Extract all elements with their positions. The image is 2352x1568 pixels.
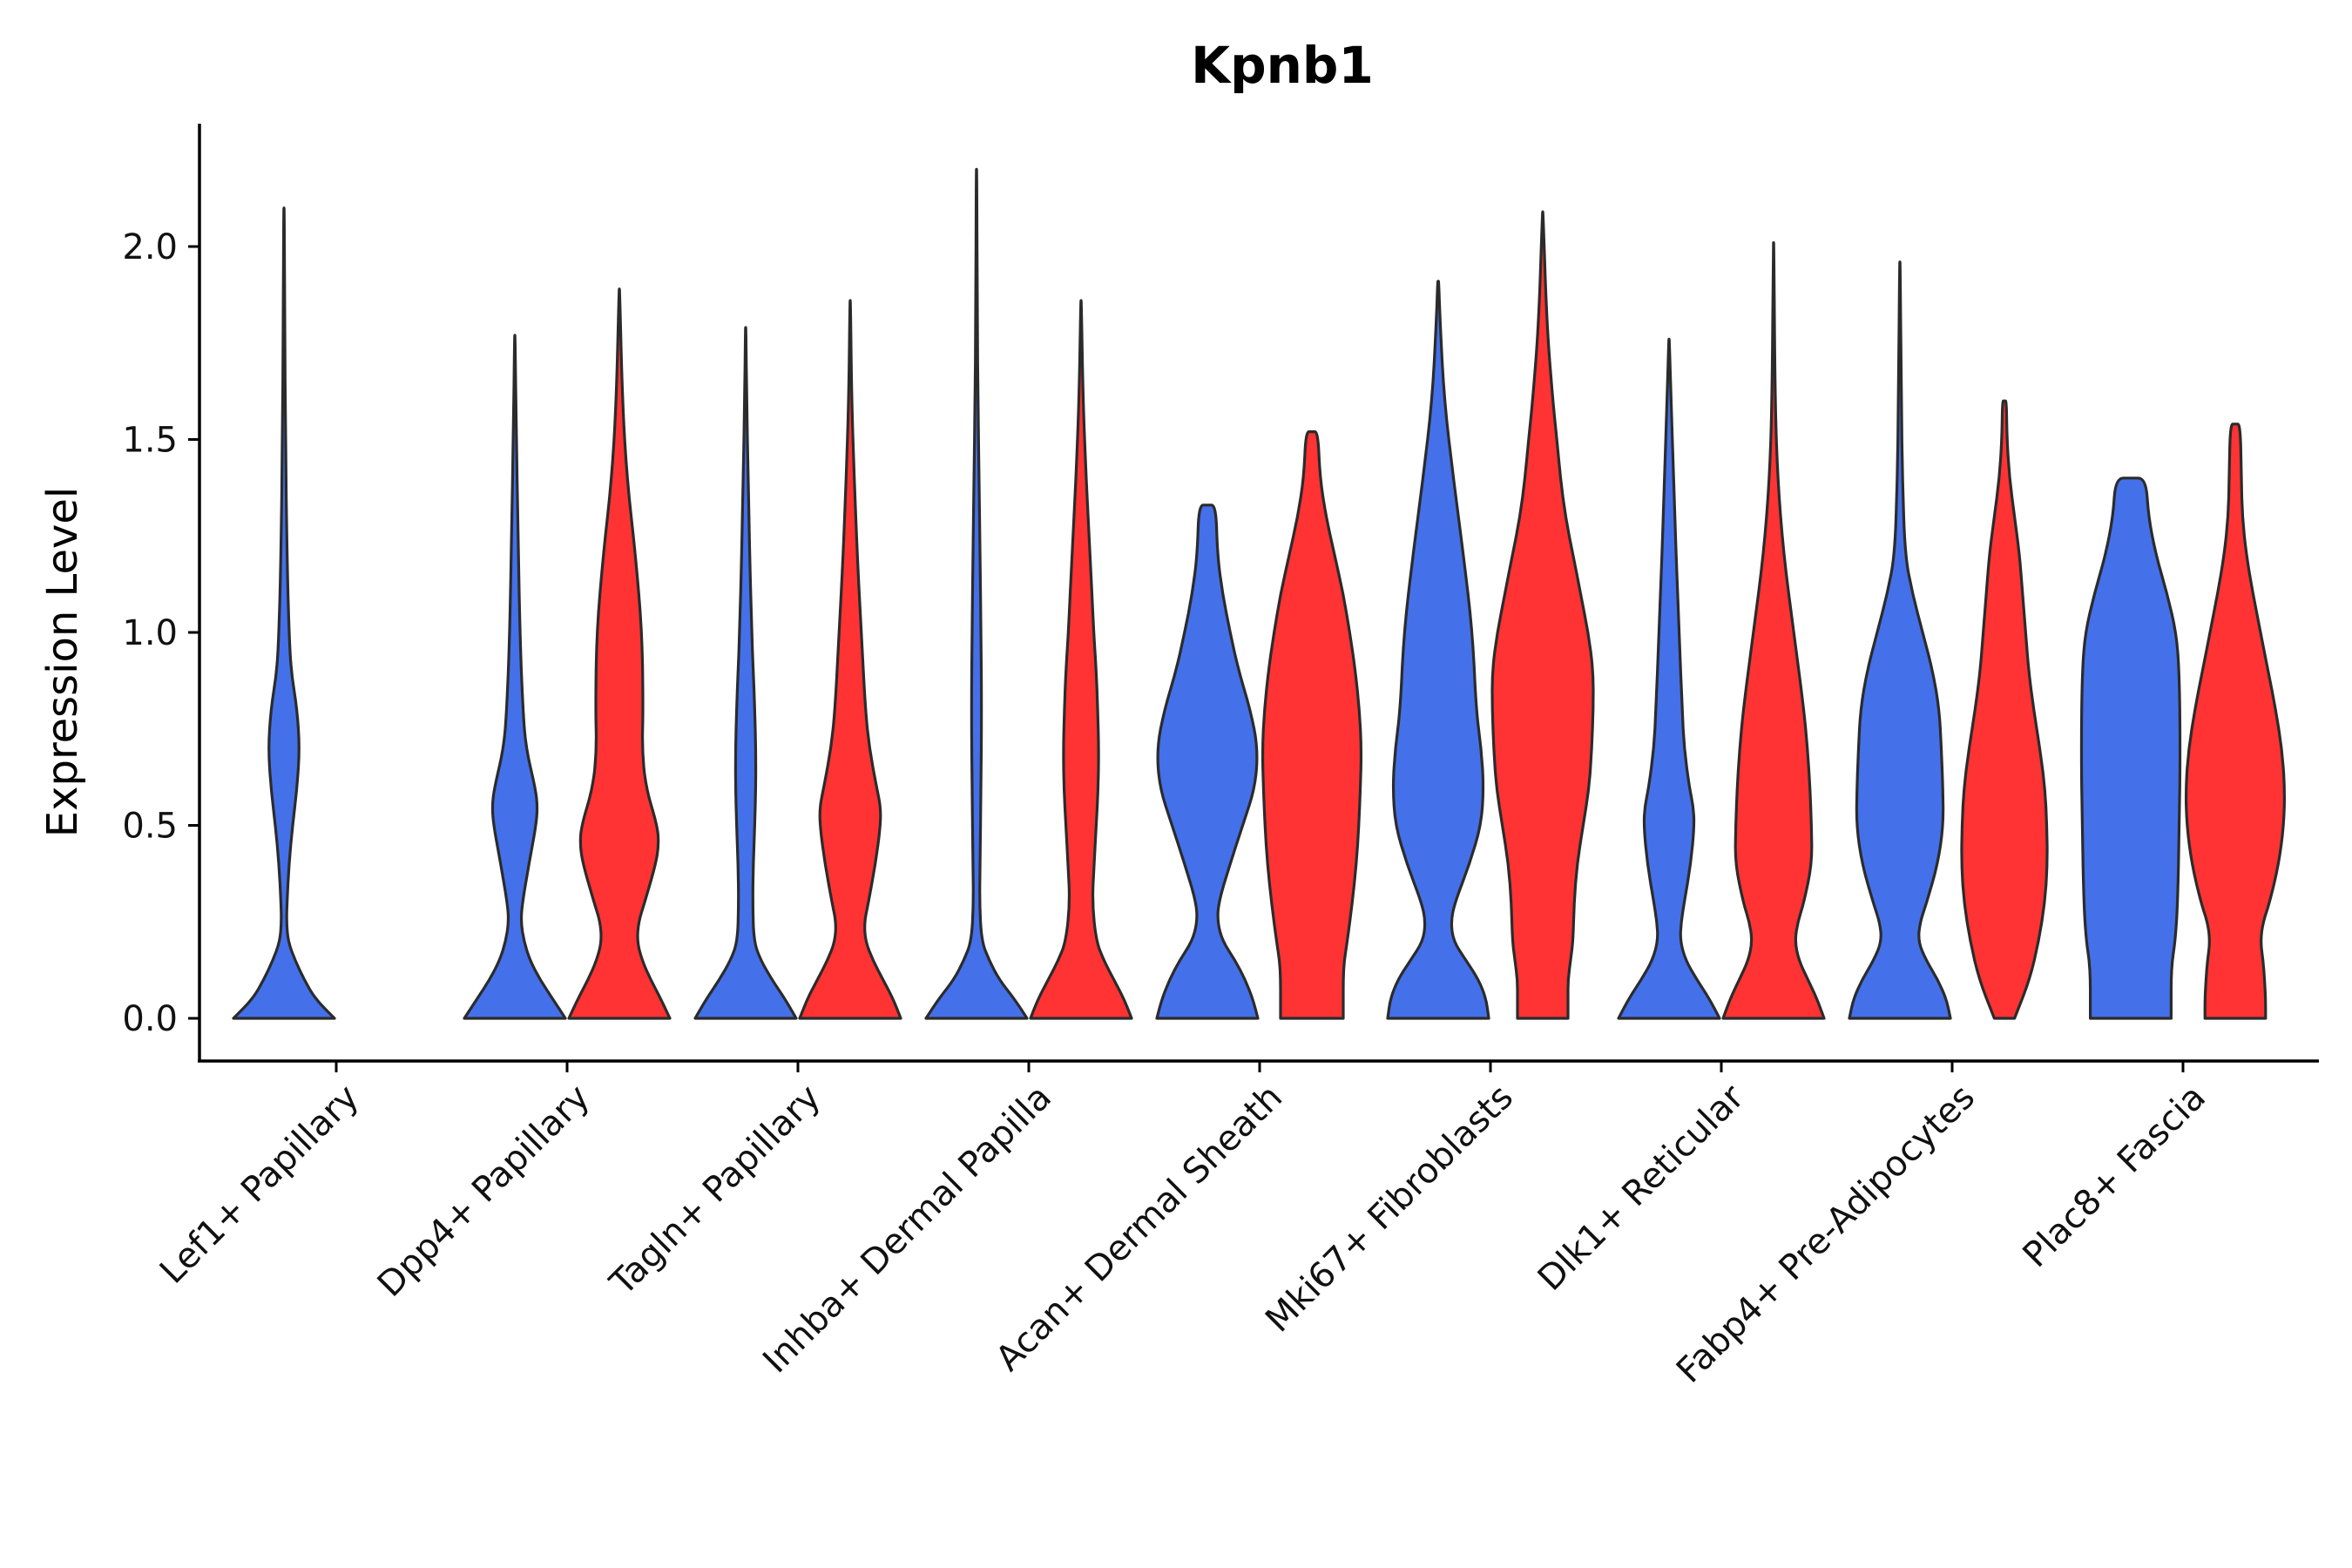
y-tick-label: 0.5 <box>122 807 178 847</box>
chart-title: Kpnb1 <box>1191 36 1374 95</box>
y-tick-label: 0.0 <box>122 999 178 1039</box>
violin-red-fabp4-pre-adipocytes <box>1960 399 2049 1020</box>
x-tick-label: Plac8+ Fascia <box>2016 1078 2214 1276</box>
violin-blue-dlk1-reticular <box>1617 337 1721 1020</box>
violin-red-acan-dermal-sheath <box>1260 430 1363 1020</box>
violin-red-tagln-papillary <box>798 299 902 1020</box>
x-tick-label: Lef1+ Papillary <box>152 1078 367 1292</box>
violins-layer <box>232 167 2287 1020</box>
violin-blue-acan-dermal-sheath <box>1155 504 1260 1020</box>
x-tick-label: Dpp4+ Papillary <box>370 1078 598 1305</box>
y-axis-label: Expression Level <box>38 487 87 838</box>
x-axis-ticks: Lef1+ Papillary Dpp4+ Papillary Tagln+ Pap… <box>152 1061 2213 1391</box>
violin-blue-tagln-papillary <box>693 326 798 1020</box>
violin-blue-fabp4-pre-adipocytes <box>1848 260 1952 1020</box>
violin-blue-mki67-fibroblasts <box>1386 280 1490 1020</box>
violin-red-plac8-fascia <box>2184 422 2287 1020</box>
violin-red-mki67-fibroblasts <box>1490 210 1595 1020</box>
violin-blue-plac8-fascia <box>2079 476 2182 1020</box>
violin-blue-lef1-papillary <box>232 206 336 1020</box>
violin-red-inhba-dermal-papilla <box>1029 299 1133 1020</box>
x-tick-label: Dlk1+ Reticular <box>1531 1077 1753 1299</box>
violin-red-dpp4-papillary <box>567 287 672 1020</box>
x-tick-label: Tagln+ Papillary <box>602 1078 828 1304</box>
y-axis-ticks: 0.0 0.5 1.0 1.5 2.0 <box>122 227 199 1039</box>
y-tick-label: 1.0 <box>122 613 178 653</box>
y-tick-label: 2.0 <box>122 227 178 267</box>
violin-red-dlk1-reticular <box>1721 241 1826 1020</box>
x-tick-label: Mki67+ Fibroblasts <box>1258 1078 1521 1341</box>
y-tick-label: 1.5 <box>122 421 178 461</box>
violin-blue-dpp4-papillary <box>463 334 567 1020</box>
violin-blue-inhba-dermal-papilla <box>924 167 1029 1020</box>
